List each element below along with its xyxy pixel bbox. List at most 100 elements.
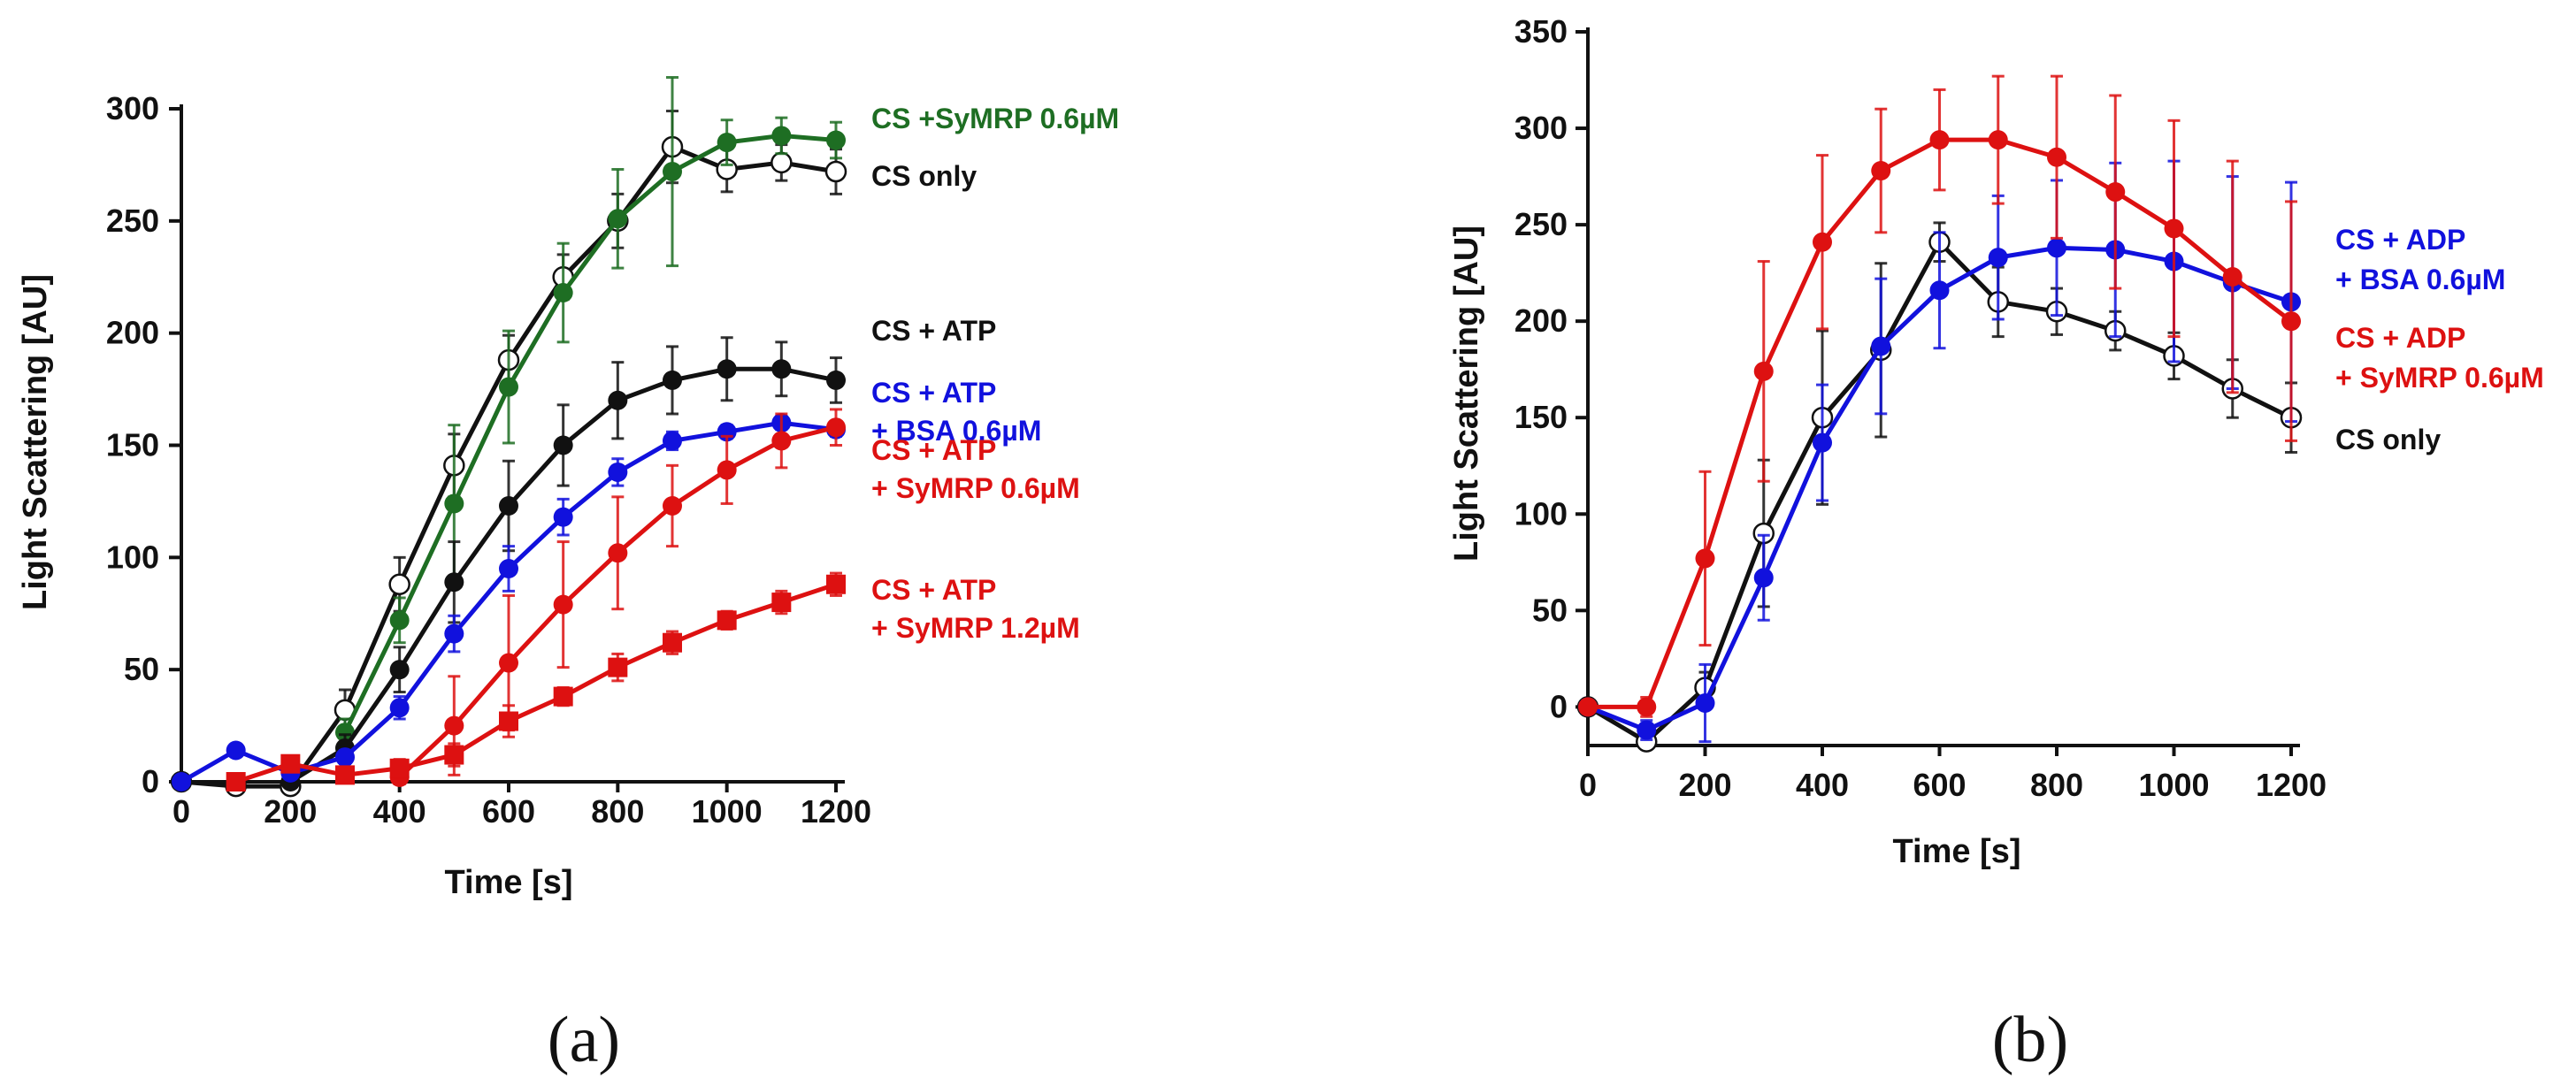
- x-tick-label: 200: [1678, 767, 1731, 803]
- data-point: [389, 610, 410, 631]
- data-point: [280, 753, 301, 774]
- y-tick-label: 250: [1514, 206, 1568, 242]
- y-tick-label: 150: [106, 427, 159, 463]
- data-point: [444, 493, 464, 514]
- y-tick-label: 200: [106, 315, 159, 351]
- y-tick-label: 0: [1550, 688, 1568, 724]
- data-point: [335, 747, 355, 768]
- data-point: [444, 572, 464, 593]
- legend-label: + BSA 0.6µM: [2335, 264, 2505, 295]
- data-point: [1871, 336, 1891, 356]
- data-point: [1695, 548, 1715, 569]
- data-point: [553, 283, 573, 303]
- data-point: [717, 359, 737, 379]
- data-point: [335, 765, 355, 785]
- legend-label: CS + ATP: [871, 434, 996, 466]
- data-point: [717, 460, 737, 480]
- data-point: [663, 632, 682, 653]
- x-axis-title: Time [s]: [444, 864, 572, 901]
- data-point: [389, 660, 410, 680]
- data-point: [663, 370, 682, 390]
- x-tick-label: 0: [1579, 767, 1597, 803]
- data-point: [771, 359, 792, 379]
- y-tick-label: 250: [106, 203, 159, 239]
- data-point: [553, 435, 573, 455]
- data-point: [553, 594, 573, 615]
- data-point: [824, 160, 847, 183]
- chart-panel-b: 0 200 400 600 800 1000 1200 0 50 100 150 200 250 300 3…: [1448, 13, 2544, 1076]
- data-point: [2047, 147, 2066, 167]
- data-point: [826, 370, 846, 390]
- data-point: [499, 377, 518, 397]
- data-point: [826, 130, 846, 150]
- data-point: [608, 543, 628, 563]
- data-point: [553, 686, 573, 707]
- data-point: [389, 698, 410, 718]
- data-point: [771, 593, 792, 613]
- data-point: [499, 653, 518, 673]
- legend-label: CS + ADP: [2335, 224, 2465, 256]
- y-tick-label: 300: [106, 90, 159, 126]
- x-tick-label: 200: [264, 793, 317, 830]
- y-tick-label: 150: [1514, 399, 1568, 435]
- data-point: [1813, 232, 1832, 252]
- data-point: [608, 390, 628, 410]
- chart-panel-a: 0 200 400 600 800 1000 1200 0 50 100 150 200 250 300 T…: [17, 75, 1119, 1076]
- x-tick-label: 800: [591, 793, 644, 830]
- x-axis-title: Time [s]: [1892, 833, 2020, 870]
- data-point: [2047, 238, 2066, 258]
- data-point: [608, 209, 628, 229]
- data-point: [2105, 182, 2126, 203]
- panel-label: (a): [548, 1004, 620, 1076]
- data-point: [1929, 280, 1950, 301]
- data-point: [2164, 218, 2184, 239]
- data-point: [444, 745, 464, 765]
- legend-label: CS + ATP: [871, 574, 996, 606]
- legend-label: CS only: [2335, 424, 2441, 455]
- data-point: [389, 758, 410, 778]
- data-point: [444, 715, 464, 736]
- series-line: [234, 582, 837, 784]
- data-point: [663, 431, 682, 451]
- data-point: [717, 610, 737, 631]
- data-point: [553, 507, 573, 527]
- data-point: [717, 133, 737, 153]
- x-tick-label: 400: [1796, 767, 1849, 803]
- data-point: [499, 711, 518, 731]
- series-cs-atp-symrp-1-2-m: [226, 571, 846, 792]
- x-tick-label: 600: [1913, 767, 1966, 803]
- legend-label: + SyMRP 1.2µM: [871, 612, 1080, 644]
- data-point: [826, 574, 846, 594]
- data-point: [1637, 697, 1657, 717]
- x-tick-label: 1200: [2256, 767, 2327, 803]
- y-tick-label: 200: [1514, 302, 1568, 339]
- data-point: [1929, 130, 1950, 150]
- legend-label: CS +SyMRP 0.6µM: [871, 103, 1119, 134]
- legend-label: CS + ADP: [2335, 322, 2465, 354]
- data-point: [1753, 361, 1774, 381]
- data-point: [499, 559, 518, 579]
- data-point: [1637, 720, 1657, 740]
- data-point: [2281, 311, 2301, 332]
- legend-label: + BSA 0.6µM: [871, 415, 1041, 447]
- x-tick-label: 1000: [2138, 767, 2209, 803]
- y-axis-title: Light Scattering [AU]: [1448, 226, 1485, 562]
- x-tick-label: 400: [373, 793, 426, 830]
- data-point: [608, 462, 628, 482]
- data-point: [663, 162, 682, 182]
- data-point: [1578, 697, 1598, 717]
- data-point: [770, 151, 793, 174]
- series-cs-adp-symrp-0-6-m: [1578, 74, 2301, 718]
- x-tick-label: 1000: [692, 793, 763, 830]
- data-point: [1695, 693, 1715, 714]
- data-point: [172, 772, 191, 792]
- legend-label: CS + ATP: [871, 315, 996, 347]
- data-point: [1813, 432, 1832, 453]
- data-point: [1988, 130, 2008, 150]
- legend-label: CS + ATP: [871, 377, 996, 409]
- x-tick-label: 800: [2030, 767, 2083, 803]
- data-point: [1988, 248, 2008, 268]
- y-tick-label: 300: [1514, 110, 1568, 146]
- data-point: [771, 126, 792, 146]
